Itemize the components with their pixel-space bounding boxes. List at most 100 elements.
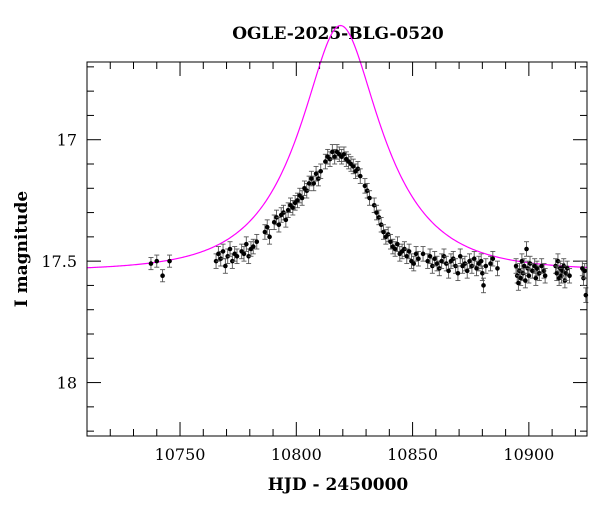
data-marker	[250, 244, 256, 249]
x-tick-label: 10850	[387, 445, 438, 464]
data-point	[264, 219, 270, 235]
data-marker	[542, 273, 548, 279]
data-point	[222, 258, 228, 274]
data-marker	[290, 205, 296, 211]
data-point	[215, 246, 221, 262]
data-marker	[582, 268, 587, 274]
data-marker	[478, 258, 484, 264]
data-point	[350, 158, 356, 175]
data-marker	[513, 263, 519, 269]
data-marker	[516, 280, 521, 286]
data-marker	[367, 195, 372, 201]
data-marker	[406, 249, 412, 254]
data-point	[455, 265, 461, 282]
y-tick-label: 17	[57, 131, 77, 150]
data-marker	[276, 222, 282, 228]
data-point	[420, 246, 426, 262]
data-marker	[539, 263, 544, 269]
data-point	[567, 267, 573, 284]
data-marker	[350, 164, 356, 169]
data-marker	[420, 251, 426, 257]
data-point	[524, 241, 530, 257]
data-point	[271, 214, 277, 231]
data-marker	[567, 273, 572, 279]
data-marker	[262, 229, 268, 235]
data-marker	[309, 176, 314, 181]
data-marker	[388, 239, 393, 245]
data-marker	[330, 149, 335, 155]
data-marker	[381, 229, 386, 235]
data-point	[262, 224, 268, 240]
data-marker	[554, 270, 560, 276]
data-marker	[464, 268, 470, 274]
data-point	[367, 190, 373, 206]
data-marker	[313, 171, 319, 177]
data-marker	[480, 270, 485, 276]
data-point	[311, 175, 317, 192]
data-point	[518, 270, 524, 286]
data-marker	[518, 275, 524, 281]
data-marker	[519, 258, 525, 264]
axis-ticks: 10750 10800 10850 10900 17 17.5 18	[41, 62, 587, 464]
data-marker	[474, 266, 479, 271]
data-point	[290, 199, 296, 216]
data-point	[313, 165, 319, 182]
data-marker	[241, 251, 247, 257]
data-point	[267, 229, 273, 245]
data-point	[583, 287, 589, 303]
data-marker	[455, 270, 461, 276]
data-marker	[267, 234, 272, 240]
x-tick-label: 10900	[503, 445, 554, 464]
data-point	[464, 263, 470, 279]
data-point	[357, 168, 363, 184]
data-point	[513, 258, 519, 274]
data-points-layer	[148, 144, 589, 303]
data-point	[425, 253, 431, 269]
data-marker	[357, 173, 363, 179]
data-marker	[271, 219, 277, 225]
data-marker	[392, 246, 398, 252]
data-point	[254, 233, 260, 250]
data-point	[167, 254, 173, 268]
data-point	[285, 202, 291, 218]
chart-title: OGLE-2025-BLG-0520	[232, 24, 444, 44]
data-point	[250, 238, 256, 255]
data-point	[415, 250, 421, 267]
data-marker	[285, 207, 291, 213]
data-point	[374, 204, 380, 221]
data-point	[471, 250, 477, 267]
data-marker	[223, 263, 228, 269]
data-marker	[160, 273, 165, 279]
data-marker	[439, 258, 444, 264]
data-point	[294, 192, 300, 209]
data-marker	[416, 256, 421, 262]
data-point	[467, 253, 473, 269]
data-point	[487, 255, 493, 272]
data-marker	[154, 258, 160, 264]
data-marker	[220, 249, 226, 254]
data-marker	[264, 224, 270, 230]
data-marker	[483, 263, 489, 269]
data-point	[582, 263, 588, 279]
data-point	[154, 254, 160, 268]
data-point	[457, 248, 463, 265]
data-point	[483, 258, 489, 274]
data-marker	[341, 151, 347, 157]
data-point	[322, 153, 328, 170]
data-marker	[404, 253, 410, 259]
data-point	[234, 248, 240, 265]
data-point	[542, 267, 548, 284]
data-marker	[254, 239, 260, 245]
data-marker	[471, 256, 477, 262]
data-point	[387, 233, 393, 250]
data-point	[329, 144, 335, 160]
data-marker	[283, 217, 289, 223]
data-marker	[425, 258, 430, 264]
data-marker	[523, 278, 528, 283]
data-point	[434, 255, 440, 272]
data-marker	[427, 253, 433, 259]
data-point	[287, 197, 293, 214]
data-marker	[534, 266, 540, 271]
data-marker	[306, 181, 312, 186]
